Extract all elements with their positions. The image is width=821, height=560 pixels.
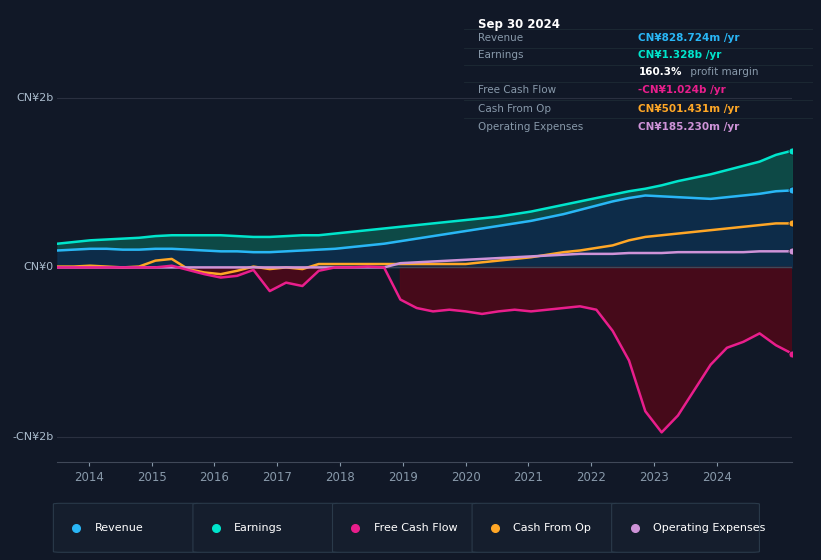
FancyBboxPatch shape [333, 503, 480, 552]
Text: CN¥501.431m /yr: CN¥501.431m /yr [639, 104, 740, 114]
Text: Earnings: Earnings [478, 50, 523, 60]
Text: Revenue: Revenue [478, 32, 523, 43]
FancyBboxPatch shape [472, 503, 620, 552]
Text: -CN¥1.024b /yr: -CN¥1.024b /yr [639, 85, 726, 95]
Text: CN¥828.724m /yr: CN¥828.724m /yr [639, 32, 740, 43]
Text: Cash From Op: Cash From Op [478, 104, 551, 114]
Text: CN¥185.230m /yr: CN¥185.230m /yr [639, 122, 740, 132]
Text: Free Cash Flow: Free Cash Flow [374, 523, 457, 533]
Text: Operating Expenses: Operating Expenses [478, 122, 583, 132]
FancyBboxPatch shape [193, 503, 341, 552]
Text: 160.3%: 160.3% [639, 67, 681, 77]
Text: Earnings: Earnings [234, 523, 282, 533]
Text: -CN¥2b: -CN¥2b [12, 432, 54, 442]
Text: CN¥1.328b /yr: CN¥1.328b /yr [639, 50, 722, 60]
FancyBboxPatch shape [53, 503, 201, 552]
Text: Operating Expenses: Operating Expenses [653, 523, 765, 533]
Text: Cash From Op: Cash From Op [513, 523, 591, 533]
Text: profit margin: profit margin [687, 67, 759, 77]
Text: CN¥2b: CN¥2b [16, 93, 54, 103]
Text: Free Cash Flow: Free Cash Flow [478, 85, 556, 95]
Text: Revenue: Revenue [94, 523, 143, 533]
Text: CN¥0: CN¥0 [24, 263, 54, 272]
Text: Sep 30 2024: Sep 30 2024 [478, 18, 560, 31]
FancyBboxPatch shape [612, 503, 759, 552]
